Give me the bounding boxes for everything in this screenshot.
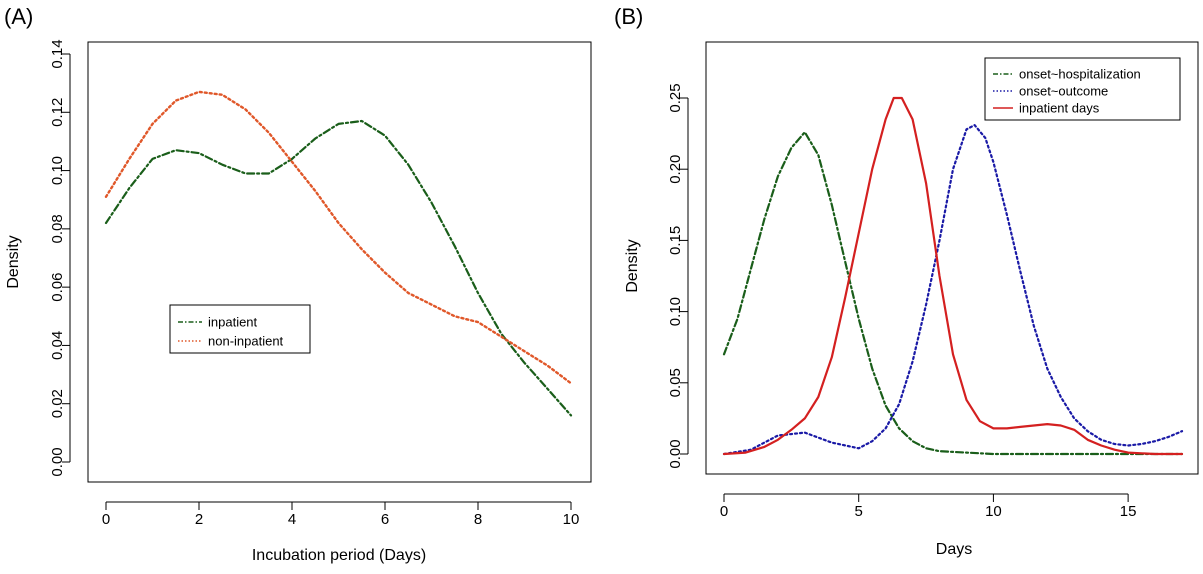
- y-tick-label-b: 0.15: [667, 226, 684, 255]
- x-tick-label-a: 0: [102, 511, 110, 528]
- y-axis-title-b: Density: [624, 239, 641, 292]
- plot-frame-b: [705, 41, 1199, 475]
- legend-a: inpatient non-inpatient: [169, 304, 311, 354]
- x-tick-label-a: 8: [474, 511, 482, 528]
- legend-label-b-2: onset~outcome: [1019, 84, 1108, 99]
- legend-box-b: [984, 57, 1181, 121]
- legend-box-a: [169, 304, 311, 354]
- y-tick-label-a: 0.06: [49, 273, 66, 302]
- legend-b: onset~hospitalization onset~outcome inpati…: [984, 57, 1181, 121]
- panel-label-a: (A): [4, 4, 33, 29]
- x-tick-label-a: 6: [381, 511, 389, 528]
- axes-b: 0 5 10 15 0.00 0.05 0.10 0.15 0.20 0.25: [667, 83, 1136, 520]
- y-tick-label-a: 0.12: [49, 98, 66, 127]
- x-tick-label-b: 0: [720, 503, 728, 520]
- chart-panel-a: (A) 0 2 4 6 8 100.000.020.040.060.080.100.120…: [4, 4, 592, 564]
- x-tick-label-b: 10: [985, 503, 1002, 520]
- legend-label-b-3: inpatient days: [1019, 101, 1100, 116]
- y-tick-label-a: 0.02: [49, 389, 66, 418]
- x-tick-label-a: 2: [195, 511, 203, 528]
- x-axis-title-b: Days: [936, 541, 972, 558]
- y-tick-label-b: 0.20: [667, 155, 684, 184]
- y-tick-label-b: 0.10: [667, 297, 684, 326]
- y-tick-label-b: 0.00: [667, 439, 684, 468]
- panel-label-b: (B): [614, 4, 643, 29]
- series-line-a-2: [104, 90, 573, 385]
- y-tick-label-a: 0.14: [49, 39, 66, 68]
- series-lines-a: [104, 90, 573, 417]
- y-tick-label-a: 0.08: [49, 214, 66, 243]
- x-tick-label-b: 5: [855, 503, 863, 520]
- y-tick-label-a: 0.04: [49, 331, 66, 360]
- y-tick-label-b: 0.25: [667, 83, 684, 112]
- y-tick-label-a: 0.00: [49, 447, 66, 476]
- legend-label-a-2: non-inpatient: [208, 334, 284, 349]
- legend-label-b-1: onset~hospitalization: [1019, 67, 1141, 82]
- legend-label-a-1: inpatient: [208, 315, 258, 330]
- series-line-b-2: [722, 123, 1184, 456]
- y-tick-label-a: 0.10: [49, 156, 66, 185]
- plot-frame-a: [87, 41, 592, 483]
- series-line-b-3: [722, 96, 1184, 456]
- y-tick-label-b: 0.05: [667, 368, 684, 397]
- x-axis-title-a: Incubation period (Days): [252, 547, 426, 564]
- series-line-b-1: [722, 131, 1184, 456]
- axes-a: 0 2 4 6 8 10 0.00 0.02 0.04 0.06 0.08 0.10 0.12 0.14: [49, 39, 579, 528]
- x-tick-label-a: 10: [563, 511, 580, 528]
- series-line-a-1: [104, 119, 573, 417]
- x-tick-label-b: 15: [1120, 503, 1137, 520]
- series-lines-b: [722, 96, 1184, 456]
- chart-panel-b: (B) 0 5 10 150.000.050.100.150.200.25 Days …: [614, 4, 1199, 558]
- y-axis-title-a: Density: [5, 235, 22, 288]
- x-tick-label-a: 4: [288, 511, 296, 528]
